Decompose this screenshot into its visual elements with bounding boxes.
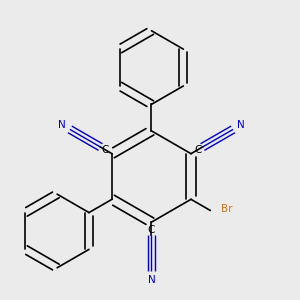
Text: C: C [101, 145, 109, 155]
Text: C: C [148, 225, 155, 235]
Text: N: N [148, 274, 155, 285]
Text: C: C [194, 145, 202, 155]
Text: N: N [237, 120, 244, 130]
Text: Br: Br [221, 204, 233, 214]
Text: N: N [58, 120, 66, 130]
